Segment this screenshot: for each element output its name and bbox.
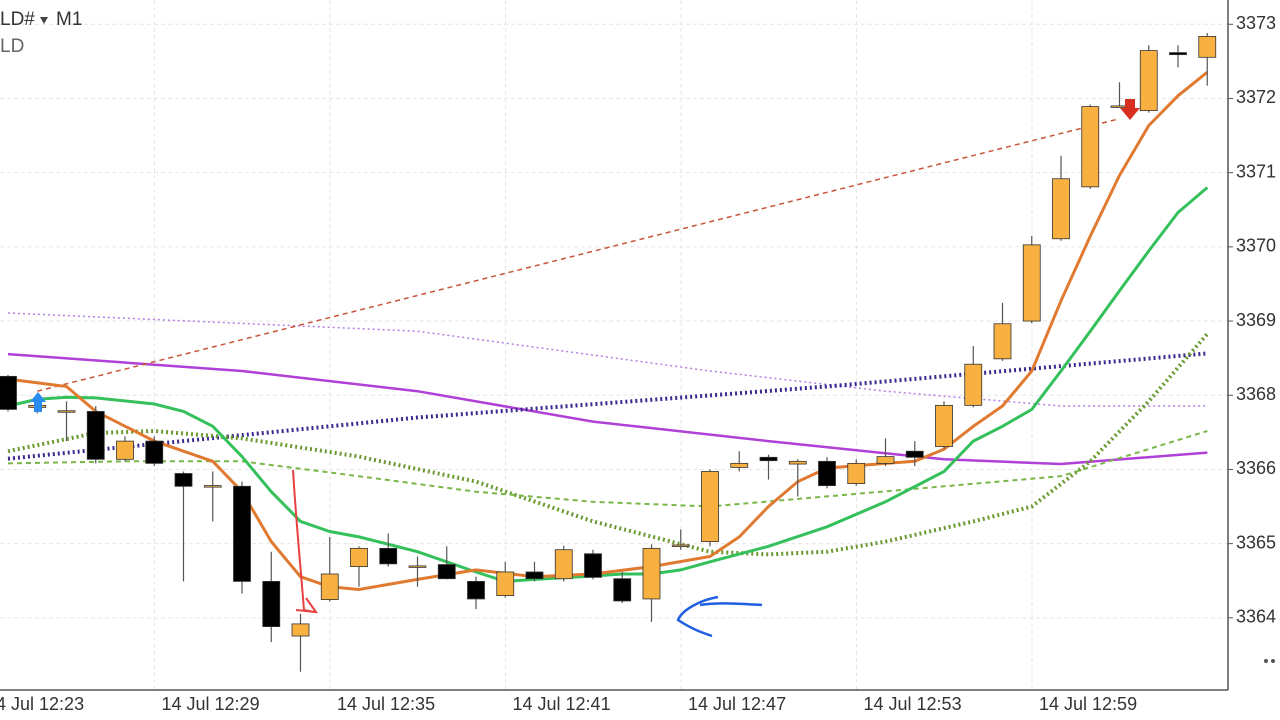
candle-body — [1198, 36, 1217, 58]
candle-body — [320, 573, 339, 601]
candle-body — [233, 485, 251, 582]
y-tick-label: 3364 — [1236, 607, 1276, 627]
dropdown-icon[interactable] — [40, 17, 48, 24]
moving-average — [7, 351, 1208, 461]
candle-body — [554, 549, 573, 580]
candle-body — [847, 462, 866, 485]
y-tick-label: 3369 — [1236, 310, 1276, 330]
candle-body — [701, 471, 719, 543]
candles — [0, 33, 1217, 672]
x-tick-label: 14 Jul 12:41 — [513, 694, 611, 714]
menu-dot — [1264, 659, 1268, 663]
candle-body — [964, 363, 983, 406]
y-tick-label: 3368 — [1236, 384, 1276, 404]
candle-body — [730, 462, 749, 468]
candle-body — [174, 473, 193, 487]
y-tick-label: 3373 — [1236, 13, 1276, 33]
blue-annotation — [676, 595, 763, 638]
candle-body — [788, 460, 807, 465]
candle-body — [671, 544, 690, 547]
candle-body — [262, 581, 281, 627]
moving-average — [7, 186, 1209, 583]
candle-body — [291, 623, 310, 637]
y-tick-label: 3371 — [1236, 161, 1276, 181]
y-tick-label: 3366 — [1236, 458, 1276, 478]
candle-body — [437, 564, 456, 580]
candle-body — [467, 581, 485, 600]
candle-body — [379, 547, 398, 565]
subtitle: LD — [0, 36, 24, 57]
x-tick-label: 14 Jul 12:59 — [1039, 694, 1137, 714]
x-tick-label: 14 Jul 12:53 — [864, 694, 962, 714]
candle-body — [116, 440, 134, 460]
x-tick-label: 14 Jul 12:23 — [0, 694, 84, 714]
candle-body — [496, 571, 515, 596]
symbol: LD# — [0, 9, 35, 30]
candle-body — [905, 450, 924, 458]
x-tick-label: 14 Jul 12:47 — [688, 694, 786, 714]
candle-body — [145, 440, 164, 464]
candle-body — [642, 547, 661, 600]
candle-body — [1139, 50, 1158, 112]
moving-average — [7, 312, 1208, 407]
x-tick-label: 14 Jul 12:35 — [337, 694, 435, 714]
y-tick-label: 3372 — [1236, 87, 1276, 107]
candle-body — [1052, 178, 1070, 240]
sell-arrow — [1120, 99, 1140, 120]
candle-body — [203, 485, 222, 488]
candle-body — [935, 404, 953, 447]
moving-average — [7, 430, 1208, 508]
red-annotation — [292, 469, 319, 614]
candle-body — [818, 460, 836, 487]
moving-average — [37, 117, 1120, 392]
candle-body — [1081, 106, 1100, 188]
candle-body — [1022, 244, 1041, 322]
candle-body — [525, 571, 544, 580]
candle-body — [613, 578, 632, 602]
candle-body — [57, 410, 76, 413]
timeframe[interactable]: M1 — [56, 9, 82, 30]
candle-body — [408, 565, 427, 568]
candle-body — [86, 411, 105, 460]
candle-body — [584, 553, 602, 578]
candle-body — [1169, 52, 1187, 56]
axis-labels: 3373 3372 3371 3370 3369 3368 3366 3365 3364 14 J… — [0, 13, 1276, 714]
y-tick-label: 3370 — [1236, 236, 1276, 256]
candle-body — [350, 547, 368, 567]
menu-dot — [1271, 659, 1275, 663]
candle-body — [876, 456, 895, 464]
moving-average — [7, 352, 1208, 466]
candle-body — [993, 323, 1012, 360]
y-tick-label: 3365 — [1236, 532, 1276, 552]
candle-body — [759, 456, 778, 462]
buy-arrow — [30, 392, 46, 412]
x-tick-label: 14 Jul 12:29 — [162, 694, 260, 714]
candle-body — [0, 375, 17, 410]
